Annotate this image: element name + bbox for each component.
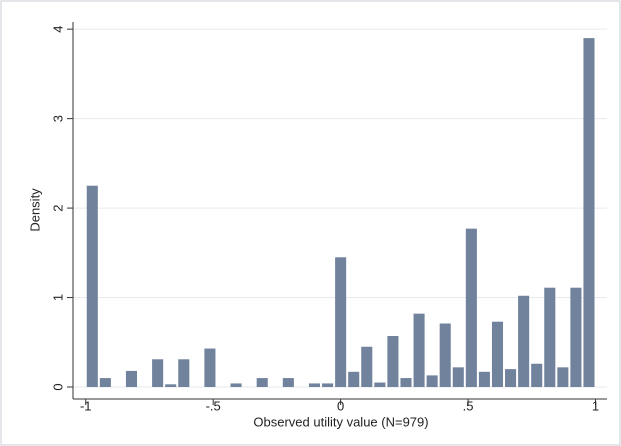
bar [439, 323, 451, 388]
bar [570, 287, 582, 388]
bar [400, 378, 412, 388]
bar [282, 378, 294, 388]
bar [99, 378, 111, 388]
bar [178, 359, 190, 388]
bar [518, 295, 530, 388]
bar [557, 367, 569, 388]
x-tick-label: 1 [592, 398, 599, 413]
bar [348, 371, 360, 388]
bar [531, 363, 543, 388]
bar [361, 346, 373, 388]
bar [491, 321, 504, 388]
y-tick-label: 2 [50, 204, 65, 211]
x-tick-label: -1 [80, 398, 92, 413]
x-tick-label: .5 [463, 398, 474, 413]
bar [413, 313, 425, 388]
bar [335, 257, 347, 388]
bar [452, 367, 464, 388]
y-tick-label: 1 [50, 294, 65, 301]
bar [544, 287, 556, 388]
bar [505, 369, 517, 388]
bar [165, 384, 177, 388]
bar [374, 382, 386, 388]
bar [308, 383, 321, 388]
bar [583, 38, 595, 388]
bar [387, 336, 399, 388]
x-axis-title: Observed utility value (N=979) [253, 414, 428, 429]
bar [230, 383, 242, 388]
x-tick-label: -.5 [206, 398, 221, 413]
bar [322, 383, 334, 388]
bar [86, 185, 98, 388]
bar [204, 348, 216, 388]
bar [465, 228, 477, 388]
y-axis-title: Density [27, 188, 42, 232]
bar [152, 359, 164, 388]
bar [426, 375, 438, 388]
y-tick-label: 3 [50, 115, 65, 122]
x-tick-label: 0 [337, 398, 344, 413]
y-tick-label: 0 [50, 383, 65, 390]
bar [478, 371, 490, 388]
y-tick-label: 4 [50, 26, 65, 33]
bar [256, 378, 268, 388]
bar [125, 370, 138, 388]
